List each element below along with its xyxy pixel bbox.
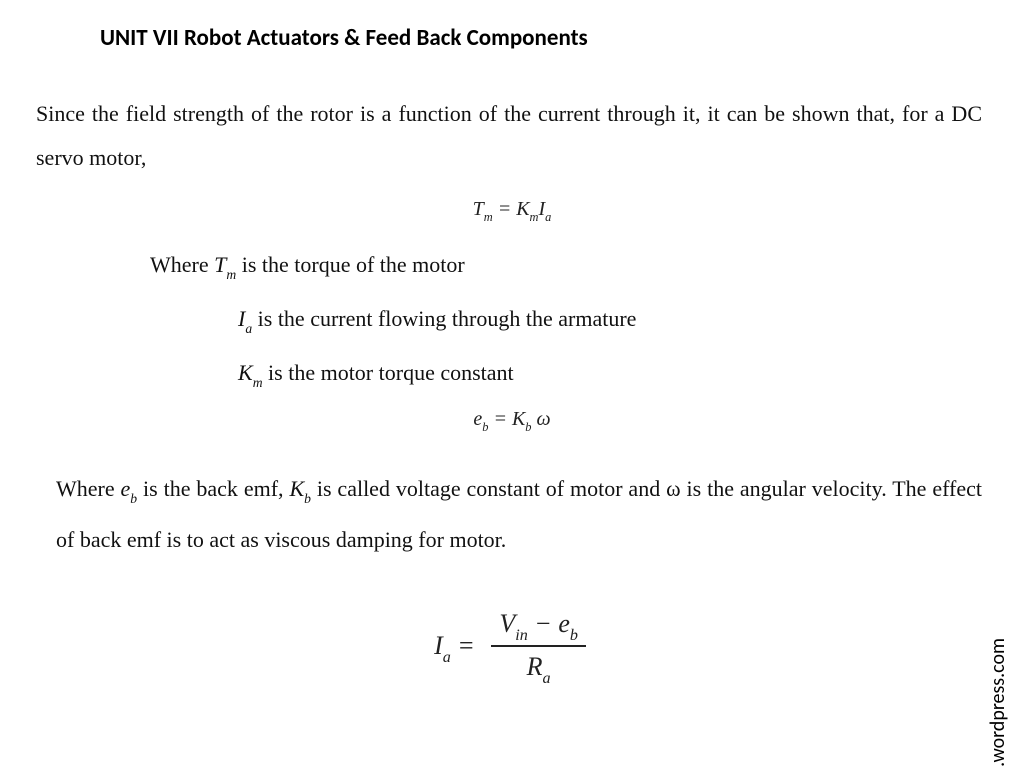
sub-in: in: [515, 627, 528, 644]
sym-e: e: [558, 609, 570, 638]
sym-K: K: [289, 476, 304, 501]
sym-V: V: [499, 609, 515, 638]
denominator: Ra: [491, 647, 586, 687]
sub-a: a: [443, 649, 451, 666]
definition-Ia: Ia is the current flowing through the ar…: [238, 306, 636, 335]
sub-b: b: [304, 491, 311, 506]
definition-text: is the torque of the motor: [236, 252, 465, 277]
sym-e: e: [473, 408, 482, 430]
definition-text: is the current flowing through the armat…: [252, 306, 636, 331]
definition-text: is the motor torque constant: [263, 360, 514, 385]
sym-e: e: [121, 476, 131, 501]
backemf-paragraph: Where eb is the back emf, Kb is called v…: [56, 464, 982, 565]
sub-b: b: [482, 420, 488, 434]
sym-R: R: [527, 652, 543, 681]
sym-K: K: [516, 198, 529, 220]
sub-m: m: [253, 375, 263, 390]
sym-K: K: [512, 408, 525, 430]
page-title: UNIT VII Robot Actuators & Feed Back Com…: [100, 24, 588, 52]
text: Where: [56, 476, 121, 501]
sym-omega: ω: [666, 476, 680, 501]
sym-T: T: [473, 198, 484, 220]
equation-torque: Tm = KmIa: [0, 198, 1024, 224]
sym-omega: ω: [537, 408, 551, 430]
document-page: UNIT VII Robot Actuators & Feed Back Com…: [0, 0, 1024, 768]
equals: =: [451, 631, 475, 660]
definition-Tm: Where Tm is the torque of the motor: [150, 252, 465, 281]
sub-b: b: [525, 420, 531, 434]
numerator: Vin − eb: [491, 610, 586, 647]
sym-I: I: [434, 631, 443, 660]
equation-backemf: eb = Kb ω: [0, 408, 1024, 434]
sub-b: b: [130, 491, 137, 506]
intro-paragraph: Since the field strength of the rotor is…: [36, 92, 982, 180]
equals: =: [493, 198, 517, 220]
equals: =: [488, 408, 512, 430]
text: is called voltage constant of motor and: [311, 476, 666, 501]
sub-m: m: [226, 267, 236, 282]
text: is the back emf,: [137, 476, 289, 501]
sub-a: a: [245, 321, 252, 336]
sub-b: b: [570, 627, 578, 644]
sub-m: m: [484, 210, 493, 224]
sym-T: T: [214, 252, 226, 277]
sub-a: a: [545, 210, 551, 224]
where-prefix: Where: [150, 252, 214, 277]
minus: −: [528, 609, 559, 638]
equation-armature-current: Ia = Vin − eb Ra: [0, 610, 1024, 686]
sub-m: m: [530, 210, 539, 224]
sym-K: K: [238, 360, 253, 385]
definition-Km: Km is the motor torque constant: [238, 360, 514, 389]
sub-a: a: [543, 670, 551, 687]
watermark-source: Sccemechanical.wordpress.com: [986, 638, 1010, 768]
fraction: Vin − eb Ra: [491, 610, 586, 686]
